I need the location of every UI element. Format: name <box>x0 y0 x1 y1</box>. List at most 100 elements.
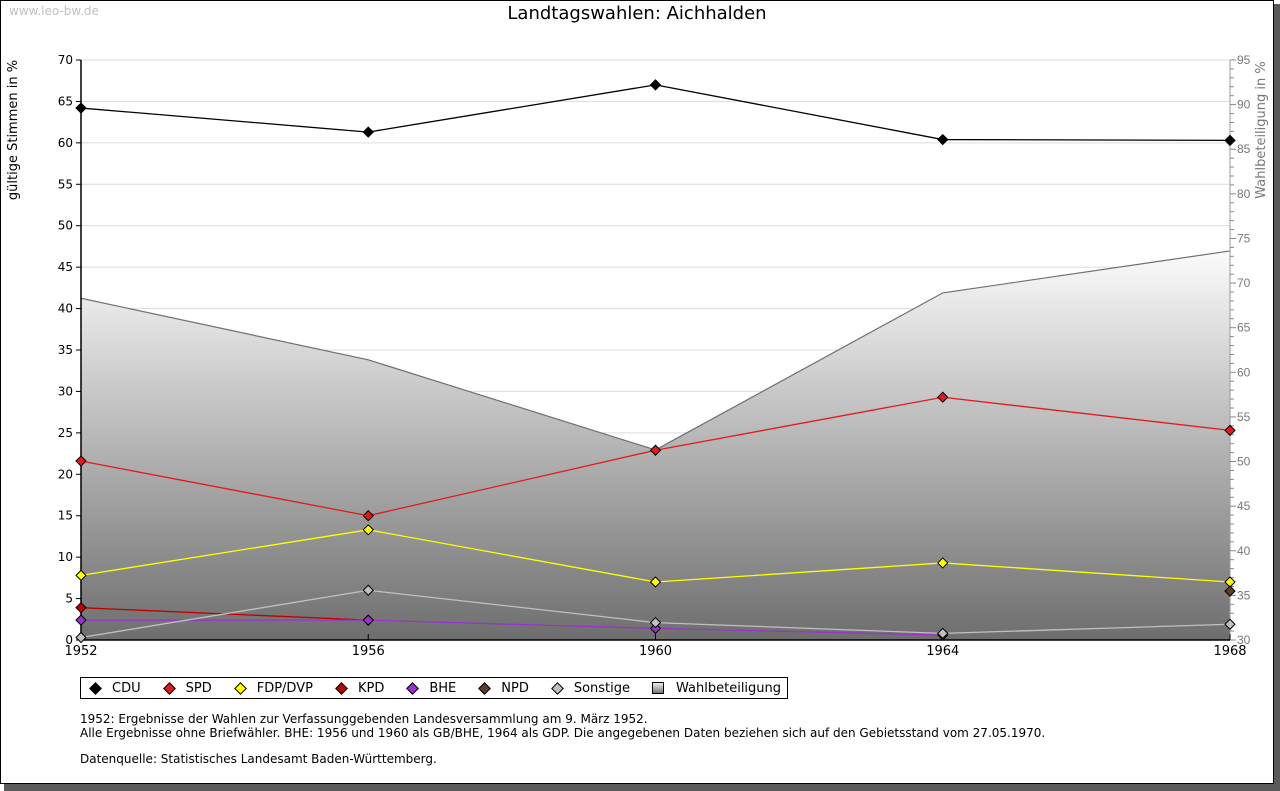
x-tick-label: 1952 <box>64 644 97 659</box>
y2-tick-label: 65 <box>1237 321 1251 335</box>
y2-axis-label: Wahlbeteiligung in % <box>1254 61 1269 198</box>
marker-bhe <box>362 614 374 626</box>
chart-title: Landtagswahlen: Aichhalden <box>507 3 767 24</box>
y2-tick-label: 45 <box>1237 499 1251 513</box>
series-lines <box>75 79 1236 644</box>
marker-spd <box>75 455 87 467</box>
y2-tick-label: 30 <box>1237 633 1251 647</box>
x-tick-label: 1956 <box>352 644 385 659</box>
marker-cdu <box>1224 134 1236 147</box>
y-tick-label: 5 <box>65 592 73 606</box>
marker-npd <box>1224 585 1236 597</box>
y-tick-label: 60 <box>58 136 73 150</box>
y-tick-label: 65 <box>58 94 73 108</box>
marker-fdp-dvp <box>937 557 949 569</box>
marker-cdu <box>75 102 87 114</box>
frame-shadow-right <box>1274 4 1280 791</box>
y-tick-label: 45 <box>58 260 73 274</box>
marker-cdu <box>362 126 374 138</box>
y2-tick-label: 85 <box>1237 142 1251 156</box>
legend-item-bhe: BHE <box>406 681 456 696</box>
y2-tick-label: 60 <box>1237 365 1251 379</box>
y-tick-label: 10 <box>58 550 73 564</box>
marker-fdp-dvp <box>362 524 374 536</box>
legend-label: FDP/DVP <box>256 680 313 696</box>
y2-tick-label: 35 <box>1237 588 1251 602</box>
source-note: Datenquelle: Statistisches Landesamt Bad… <box>80 752 437 766</box>
legend-item-spd: SPD <box>162 680 212 696</box>
y2-tick-label: 40 <box>1237 544 1251 558</box>
legend-label: CDU <box>112 680 141 696</box>
y-tick-label: 0 <box>65 633 73 647</box>
legend-item-fdp-dvp: FDP/DVP <box>233 680 313 696</box>
notes: 1952: Ergebnisse der Wahlen zur Verfassu… <box>80 712 1045 766</box>
legend-item-wahlbeteiligung: Wahlbeteiligung <box>652 681 781 696</box>
marker-cdu <box>649 79 662 91</box>
legend-item-npd: NPD <box>478 681 529 696</box>
y-tick-label: 70 <box>58 53 73 67</box>
marker-spd <box>649 444 662 456</box>
y2-tick-label: 80 <box>1237 187 1251 201</box>
legend-label: Wahlbeteiligung <box>676 680 782 696</box>
diamond-marker-icon <box>478 681 492 695</box>
marker-bhe <box>75 614 87 626</box>
x-tick-label: 1964 <box>926 644 959 659</box>
note-line-2: Alle Ergebnisse ohne Briefwähler. BHE: 1… <box>80 726 1046 740</box>
y2-tick-label: 95 <box>1237 53 1251 67</box>
legend-label: Sonstige <box>573 680 631 696</box>
y2-tick-label: 75 <box>1237 231 1251 245</box>
y2-tick-label: 55 <box>1237 410 1251 424</box>
axes <box>76 59 1236 641</box>
x-tick-label: 1968 <box>1213 644 1246 659</box>
diamond-marker-icon <box>335 681 348 695</box>
y-tick-label: 55 <box>58 177 73 191</box>
square-marker-icon <box>652 682 665 694</box>
diamond-marker-icon <box>233 681 247 695</box>
marker-fdp-dvp <box>75 569 87 582</box>
diamond-marker-icon <box>406 681 420 695</box>
y2-tick-label: 90 <box>1237 98 1251 112</box>
marker-spd <box>1224 424 1236 437</box>
y-tick-label: 40 <box>58 302 73 316</box>
line-bhe <box>81 619 943 636</box>
marker-kpd <box>75 601 87 614</box>
x-tick-label: 1960 <box>639 644 672 659</box>
marker-sonstige <box>75 631 87 644</box>
diamond-marker-icon <box>550 681 564 695</box>
marker-spd <box>362 510 374 522</box>
y-tick-label: 20 <box>58 467 73 481</box>
marker-spd <box>937 391 949 403</box>
y-tick-label: 15 <box>58 509 73 523</box>
legend-item-sonstige: Sonstige <box>550 680 631 696</box>
marker-sonstige <box>1224 618 1236 630</box>
legend-label: SPD <box>185 680 212 696</box>
marker-cdu <box>937 133 949 146</box>
watermark: www.leo-bw.de <box>9 4 99 18</box>
y2-tick-label: 70 <box>1237 276 1251 290</box>
marker-sonstige <box>649 616 662 629</box>
frame-shadow-bottom <box>4 784 1280 791</box>
legend: CDU SPD FDP/DVP KPD BHE NPD Sonstige Wahlbeteil… <box>80 677 789 699</box>
turnout-area-fill <box>81 250 1230 640</box>
legend-label: NPD <box>501 680 529 696</box>
marker-sonstige <box>937 627 949 640</box>
legend-label: KPD <box>357 680 385 696</box>
line-cdu <box>80 84 1231 142</box>
y-tick-label: 35 <box>58 343 73 357</box>
legend-label: BHE <box>429 680 457 696</box>
tick-labels: 0 5 10 15 20 25 30 35 40 45 50 55 60 65 70 30 35 40 45 50 55… <box>58 53 1251 659</box>
marker-sonstige <box>362 584 374 596</box>
legend-item-cdu: CDU <box>89 681 141 696</box>
note-line-1: 1952: Ergebnisse der Wahlen zur Verfassu… <box>80 712 648 726</box>
y-tick-label: 50 <box>58 219 73 233</box>
y-tick-label: 30 <box>58 384 73 398</box>
marker-fdp-dvp <box>649 576 662 588</box>
y-axis-label: gültige Stimmen in % <box>6 60 21 200</box>
marker-bhe <box>649 622 662 635</box>
y2-tick-label: 50 <box>1237 455 1251 469</box>
y-tick-label: 25 <box>58 426 73 440</box>
diamond-marker-icon <box>89 681 102 695</box>
diamond-marker-icon <box>162 681 176 695</box>
legend-item-kpd: KPD <box>335 681 384 696</box>
